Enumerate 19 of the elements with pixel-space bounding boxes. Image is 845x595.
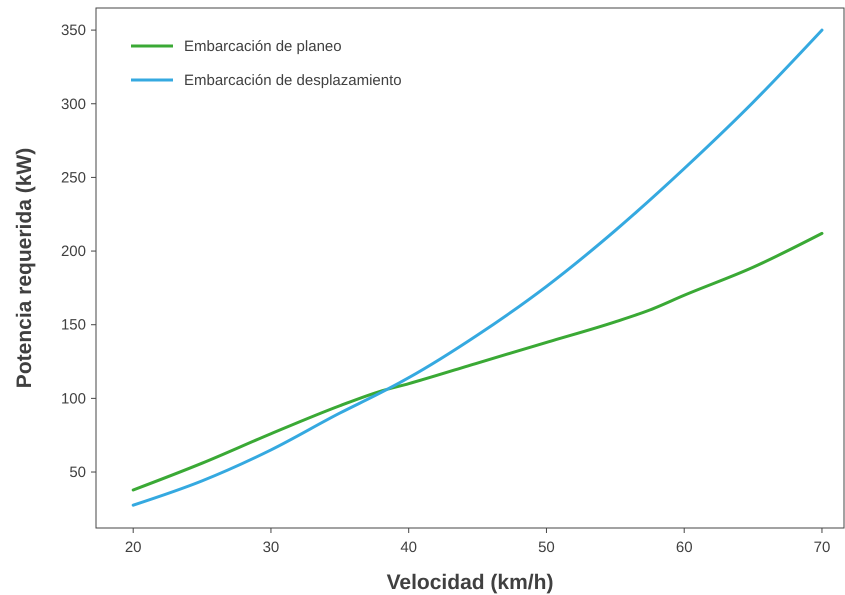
y-tick-label: 200 xyxy=(60,243,86,260)
legend-label: Embarcación de desplazamiento xyxy=(184,72,402,89)
legend-label: Embarcación de planeo xyxy=(184,38,342,55)
y-tick-label: 300 xyxy=(60,96,86,113)
line-series xyxy=(132,28,824,507)
x-tick-label: 60 xyxy=(676,539,693,556)
y-tick-label: 250 xyxy=(60,169,86,186)
y-tick-label: 150 xyxy=(60,316,86,334)
line-series xyxy=(132,232,824,492)
y-tick-label: 350 xyxy=(60,22,86,40)
y-axis-title: Potencia requerida (kW) xyxy=(13,148,36,388)
y-tick-label: 50 xyxy=(69,464,86,482)
x-tick-label: 30 xyxy=(262,539,280,556)
x-tick-label: 40 xyxy=(400,539,418,556)
x-axis-title: Velocidad (km/h) xyxy=(386,571,554,594)
x-tick-label: 20 xyxy=(124,539,142,556)
x-tick-label: 50 xyxy=(538,539,555,556)
x-tick-label: 70 xyxy=(814,539,830,556)
y-tick-label: 100 xyxy=(60,390,86,408)
